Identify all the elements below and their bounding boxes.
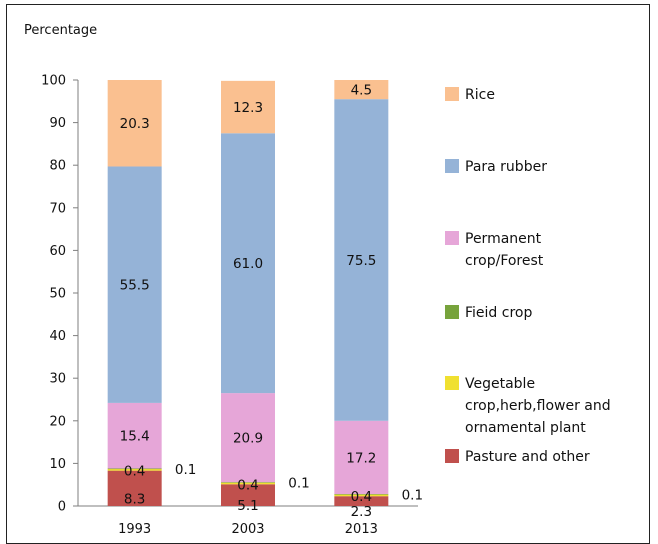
data-label: 0.1 xyxy=(288,476,309,492)
bar-segment xyxy=(334,99,389,421)
x-tick-label: 2013 xyxy=(345,522,378,535)
y-tick-label: 100 xyxy=(41,74,66,89)
legend-label: Para rubber xyxy=(465,159,547,175)
bar-segment xyxy=(334,420,389,495)
bar-segment xyxy=(221,393,275,483)
legend-label: Fieid crop xyxy=(465,305,532,321)
y-tick-label: 20 xyxy=(49,414,66,429)
legend-label: Rice xyxy=(465,87,495,103)
data-label: 0.1 xyxy=(402,487,423,503)
data-label: 75.5 xyxy=(346,253,376,269)
legend-label: Vegetable crop,herb,flower and ornamental … xyxy=(465,376,611,436)
y-tick-label: 60 xyxy=(49,244,66,259)
legend-swatch xyxy=(445,87,459,101)
data-label: 0.4 xyxy=(351,489,372,505)
legend-label: Permanent crop/Forest xyxy=(465,231,544,269)
y-tick-label: 50 xyxy=(49,287,66,302)
legend-swatch xyxy=(445,376,459,390)
x-tick-label: 2003 xyxy=(231,522,264,535)
bar-segment xyxy=(334,80,389,100)
axes: 0 10 20 30 40 50 60 70 80 90 100 1993 2003 2013 xyxy=(41,74,418,535)
data-label: 4.5 xyxy=(351,83,372,99)
legend-swatch xyxy=(445,231,459,245)
bar-segment xyxy=(334,494,389,497)
y-tick-label: 70 xyxy=(49,201,66,216)
data-label: 0.1 xyxy=(175,462,196,478)
y-axis-label: Percentage xyxy=(24,23,97,38)
legend-swatch xyxy=(445,159,459,173)
data-label: 0.4 xyxy=(124,464,145,480)
bar-segment xyxy=(107,470,162,506)
data-label: 8.3 xyxy=(124,491,145,507)
data-label: 20.3 xyxy=(120,116,150,132)
data-label: 17.2 xyxy=(346,450,376,466)
x-tick-label: 1993 xyxy=(118,522,151,535)
bars: 8.3 0.4 0.1 15.4 55.5 20.3 5.1 0.4 0.1 20.9 61.0 12… xyxy=(107,80,423,520)
y-tick-label: 90 xyxy=(49,116,66,131)
bar-segment xyxy=(107,402,162,469)
legend: Rice Para rubber Permanent crop/Forest Fieid… xyxy=(445,87,611,465)
y-tick-label: 40 xyxy=(49,329,66,344)
bar-segment xyxy=(221,482,275,485)
y-tick-label: 80 xyxy=(49,159,66,174)
bar-segment xyxy=(221,80,275,134)
y-tick-label: 30 xyxy=(49,372,66,387)
y-tick-label: 0 xyxy=(58,500,66,515)
data-label: 20.9 xyxy=(233,431,263,447)
bar-segment xyxy=(221,133,275,394)
legend-label: Pasture and other xyxy=(465,449,590,465)
bar-segment xyxy=(334,496,389,506)
data-label: 2.3 xyxy=(351,504,372,520)
legend-swatch xyxy=(445,305,459,319)
bar-segment xyxy=(221,484,275,506)
data-label: 12.3 xyxy=(233,100,263,116)
data-label: 15.4 xyxy=(120,429,150,445)
bar-segment xyxy=(107,80,162,167)
bar-segment xyxy=(221,482,275,483)
bar-segment xyxy=(107,468,162,470)
data-label: 55.5 xyxy=(120,278,150,294)
y-tick-label: 10 xyxy=(49,457,66,472)
bar-segment xyxy=(334,494,389,495)
data-label: 0.4 xyxy=(237,477,258,493)
data-label: 5.1 xyxy=(237,498,258,514)
bar-segment xyxy=(107,166,162,403)
legend-swatch xyxy=(445,449,459,463)
bar-segment xyxy=(107,468,162,471)
data-label: 61.0 xyxy=(233,256,263,272)
